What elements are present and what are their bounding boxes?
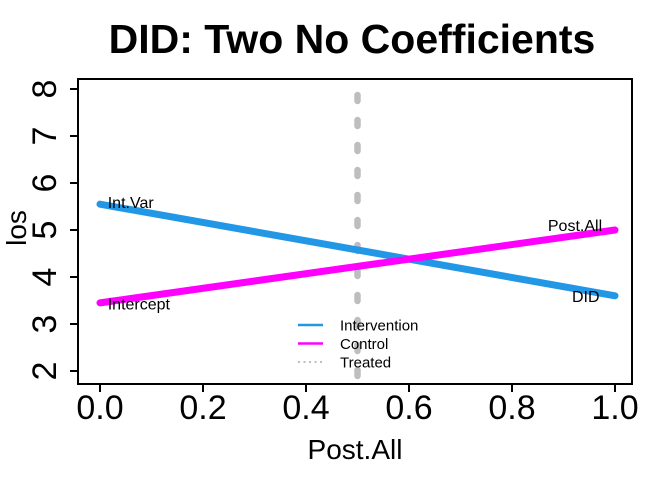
y-axis-title: los	[1, 210, 32, 246]
legend-label-control: Control	[340, 336, 388, 353]
annotation-layer: Int.Var Intercept Post.All DID	[108, 195, 602, 313]
plot-box	[77, 78, 633, 385]
annotation-did: DID	[572, 289, 600, 306]
y-tick-label: 2	[26, 362, 64, 381]
x-axis-title: Post.All	[308, 434, 403, 465]
y-tick-label: 3	[26, 315, 64, 334]
y-axis: 2 3 4 5 6 7 8	[26, 80, 78, 381]
chart-title: DID: Two No Coefficients	[109, 16, 596, 62]
x-tick-label: 0.0	[76, 389, 123, 427]
series-line-control	[96, 226, 619, 307]
y-tick-label: 7	[26, 127, 64, 146]
y-tick-label: 6	[26, 174, 64, 193]
y-tick-label: 4	[26, 268, 64, 287]
y-tick-label: 5	[26, 221, 64, 240]
x-tick-label: 0.6	[385, 389, 432, 427]
legend-label-treated: Treated	[340, 355, 391, 372]
y-tick-label: 8	[26, 80, 64, 99]
annotation-post-all: Post.All	[548, 218, 602, 235]
annotation-int-var: Int.Var	[108, 195, 155, 212]
x-tick-label: 1.0	[591, 389, 638, 427]
data-series-layer	[96, 200, 619, 307]
legend-label-intervention: Intervention	[340, 318, 418, 335]
series-line-intervention	[96, 200, 619, 300]
x-tick-label: 0.8	[488, 389, 535, 427]
x-tick-label: 0.4	[282, 389, 329, 427]
annotation-intercept: Intercept	[108, 296, 171, 313]
x-tick-label: 0.2	[179, 389, 226, 427]
x-axis: 0.0 0.2 0.4 0.6 0.8 1.0	[76, 384, 639, 427]
